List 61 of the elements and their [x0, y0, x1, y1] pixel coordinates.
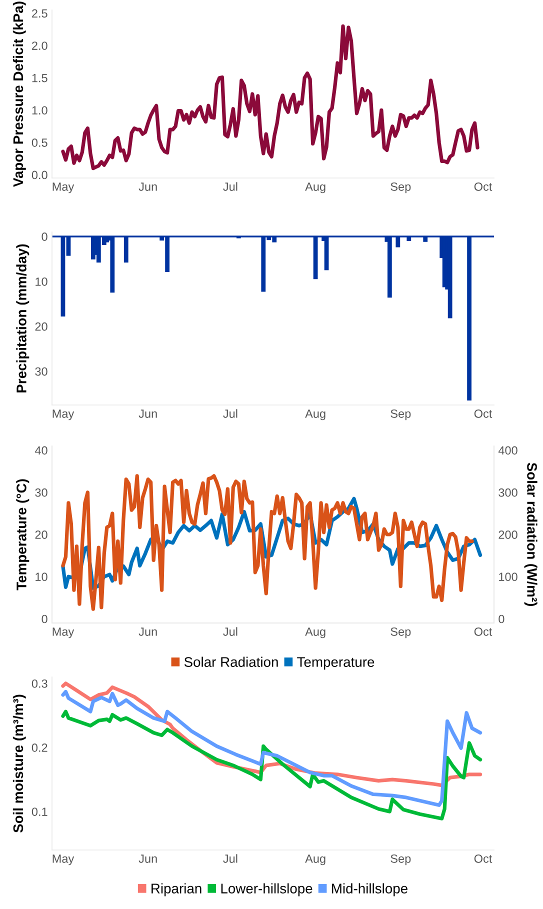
x-tick-label: Sep [390, 182, 411, 194]
x-tick-label: Oct [474, 627, 492, 636]
y2-tick-label: 100 [499, 572, 518, 582]
line-series [61, 24, 480, 170]
legend-label: Riparian [152, 883, 202, 896]
y-tick-label: 0.5 [32, 138, 48, 147]
x-tick-label: Aug [305, 854, 326, 866]
x-tick-label: Sep [390, 409, 411, 420]
x-tick-label: Sep [390, 627, 411, 638]
x-tick-label: Aug [305, 410, 326, 420]
y2-tick-label: 400 [498, 446, 518, 455]
x-tick-label: Jun [138, 628, 157, 636]
y2-tick-label: 200 [498, 530, 518, 539]
y-tick-label: 10 [36, 572, 48, 582]
x-tick-label: Jul [223, 854, 238, 863]
x-tick-label: Oct [474, 854, 492, 863]
y-tick-label: 1.0 [32, 106, 48, 115]
x-tick-label: Aug [305, 182, 326, 194]
x-tick-label: Jun [138, 410, 157, 418]
x-tick-label: Jun [138, 854, 157, 863]
x-tick-label: Jul [223, 627, 238, 636]
y-tick-label: 20 [35, 530, 48, 539]
y2-axis-title: Solar radiation (W/m²) [524, 462, 538, 606]
y-tick-label: 2.5 [32, 9, 48, 18]
x-tick-label: Jul [223, 409, 238, 418]
y-tick-label: 0.2 [32, 744, 48, 752]
legend-label: Lower-hillslope [221, 883, 312, 896]
line-series [61, 474, 474, 611]
x-tick-label: Aug [305, 628, 326, 638]
x-tick-label: Sep [390, 854, 411, 866]
x-tick-label: Jul [223, 182, 238, 191]
y-axis-title: Precipitation (mm/day) [16, 244, 30, 392]
line-series [61, 710, 482, 820]
y-axis-title: Temperature (°C) [16, 479, 30, 590]
y-axis-title: Vapor Pressure Deficit (kPa) [12, 2, 26, 187]
legend-label: Temperature [297, 657, 374, 670]
line-series [61, 690, 482, 807]
x-tick-label: May [52, 410, 74, 420]
legend-label: Solar Radiation [184, 656, 278, 667]
x-tick-label: Oct [474, 409, 492, 418]
y-tick-label: 10 [36, 277, 48, 286]
y-tick-label: 0 [42, 614, 48, 624]
y-axis-title: Soil moisture (m³/m³) [12, 694, 26, 833]
y-tick-label: 30 [35, 367, 48, 376]
x-tick-label: Oct [474, 182, 492, 191]
y-tick-label: 40 [34, 446, 48, 455]
x-tick-label: May [52, 628, 74, 638]
y-tick-label: 1.5 [32, 74, 48, 82]
y-tick-label: 2.0 [32, 42, 48, 50]
legend-label: Mid-hillslope [332, 883, 408, 896]
y2-tick-label: 0 [498, 614, 504, 624]
x-tick-label: Jun [138, 182, 157, 191]
y-tick-label: 0.0 [32, 170, 48, 180]
y2-tick-label: 300 [498, 488, 518, 497]
y-tick-label: 0.3 [32, 679, 48, 688]
y-tick-label: 20 [35, 322, 48, 331]
y-tick-label: 0 [42, 232, 48, 241]
x-tick-label: May [52, 854, 74, 866]
y-tick-label: 0.1 [32, 808, 48, 816]
y-tick-label: 30 [35, 488, 48, 497]
x-tick-label: May [52, 182, 74, 194]
